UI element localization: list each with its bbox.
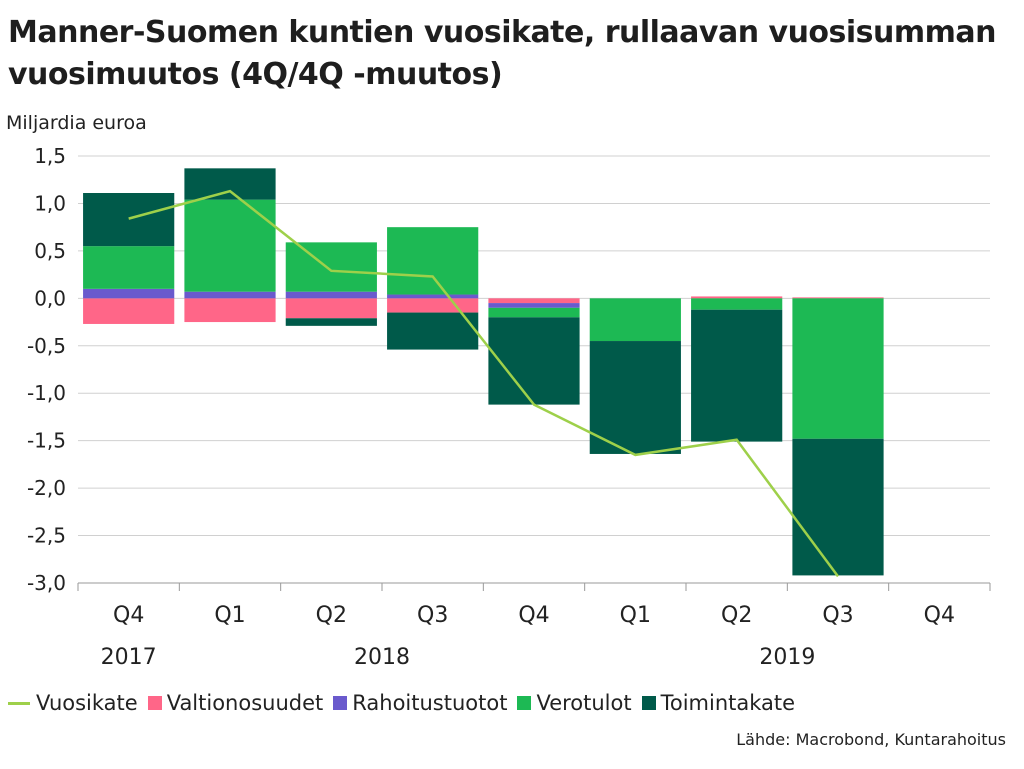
x-tick-label: Q2 xyxy=(721,603,752,628)
bar-segment-toimintakate xyxy=(387,312,479,350)
legend-label: Vuosikate xyxy=(36,691,138,715)
x-tick-label: Q4 xyxy=(113,603,144,628)
x-tick-label: Q3 xyxy=(417,603,448,628)
bar-segment-verotulot xyxy=(184,199,276,292)
legend-item-rahoitustuotot: Rahoitustuotot xyxy=(333,691,507,715)
legend-swatch xyxy=(517,696,532,710)
bar-segment-valtionosuudet xyxy=(691,296,783,299)
chart-title-line-1: Manner-Suomen kuntien vuosikate, rullaav… xyxy=(8,15,997,50)
y-tick-label: 1,5 xyxy=(34,144,66,168)
y-tick-label: -2,0 xyxy=(27,476,66,500)
bar-segment-toimintakate xyxy=(792,438,884,576)
bar-segment-toimintakate xyxy=(589,341,681,454)
legend-swatch xyxy=(333,696,348,710)
bar-segment-rahoitustuotot xyxy=(488,303,580,308)
bar-segment-valtionosuudet xyxy=(488,298,580,304)
bar-segment-toimintakate xyxy=(184,168,276,200)
legend-label: Toimintakate xyxy=(660,691,796,715)
bar-segment-rahoitustuotot xyxy=(387,294,479,299)
bar-segment-valtionosuudet xyxy=(792,297,884,299)
y-tick-label: -2,5 xyxy=(27,524,66,548)
chart-title-line-2: vuosimuutos (4Q/4Q -muutos) xyxy=(8,57,503,92)
bar-segment-valtionosuudet xyxy=(387,298,479,313)
bar-segment-valtionosuudet xyxy=(285,298,377,319)
legend-label: Verotulot xyxy=(536,691,632,715)
x-tick-label: Q1 xyxy=(620,603,651,628)
chart-title: Manner-Suomen kuntien vuosikate, rullaav… xyxy=(8,12,1008,96)
bar-segment-valtionosuudet xyxy=(184,298,276,323)
legend-item-valtionosuudet: Valtionosuudet xyxy=(147,691,324,715)
bar-segment-verotulot xyxy=(488,307,580,318)
bar-segment-verotulot xyxy=(691,298,783,310)
bar-segment-verotulot xyxy=(387,227,479,295)
source-note: Lähde: Macrobond, Kuntarahoitus xyxy=(736,730,1006,749)
bar-segment-toimintakate xyxy=(691,309,783,442)
line-series-vuosikate xyxy=(128,189,840,578)
legend-item-vuosikate: Vuosikate xyxy=(8,691,138,715)
legend-item-toimintakate: Toimintakate xyxy=(641,691,796,715)
bar-segment-verotulot xyxy=(589,298,681,342)
bar-segment-toimintakate xyxy=(285,318,377,326)
bar-segment-toimintakate xyxy=(83,193,175,247)
legend-swatch xyxy=(8,701,30,705)
x-tick-label: Q4 xyxy=(924,603,955,628)
legend-swatch xyxy=(147,696,162,710)
y-tick-label: -1,0 xyxy=(27,381,66,405)
y-axis-unit-label: Miljardia euroa xyxy=(6,112,147,134)
y-tick-label: -0,5 xyxy=(27,334,66,358)
chart-legend: Vuosikate Valtionosuudet Rahoitustuotot Ver… xyxy=(8,688,805,718)
bar-segment-verotulot xyxy=(792,298,884,439)
y-tick-label: -3,0 xyxy=(27,571,66,595)
bar-segment-toimintakate xyxy=(488,317,580,405)
y-tick-label: 0,5 xyxy=(34,239,66,263)
bar-segment-verotulot xyxy=(83,246,175,289)
bar-segment-rahoitustuotot xyxy=(285,291,377,299)
x-tick-label: Q2 xyxy=(316,603,347,628)
y-tick-label: 1,0 xyxy=(34,191,66,215)
bar-segment-verotulot xyxy=(285,242,377,292)
x-year-label: 2017 xyxy=(101,645,157,670)
bar-segment-rahoitustuotot xyxy=(83,288,175,299)
legend-item-verotulot: Verotulot xyxy=(517,691,632,715)
x-tick-label: Q4 xyxy=(518,603,549,628)
legend-label: Valtionosuudet xyxy=(166,691,324,715)
bar-segment-rahoitustuotot xyxy=(184,291,276,299)
x-year-label: 2018 xyxy=(354,645,410,670)
bar-segment-valtionosuudet xyxy=(83,298,175,324)
x-tick-label: Q1 xyxy=(214,603,245,628)
legend-swatch xyxy=(641,696,656,710)
x-year-label: 2019 xyxy=(759,645,815,670)
legend-label: Rahoitustuotot xyxy=(352,691,508,715)
y-tick-label: -1,5 xyxy=(27,429,66,453)
x-tick-label: Q3 xyxy=(822,603,853,628)
y-tick-label: 0,0 xyxy=(34,286,66,310)
